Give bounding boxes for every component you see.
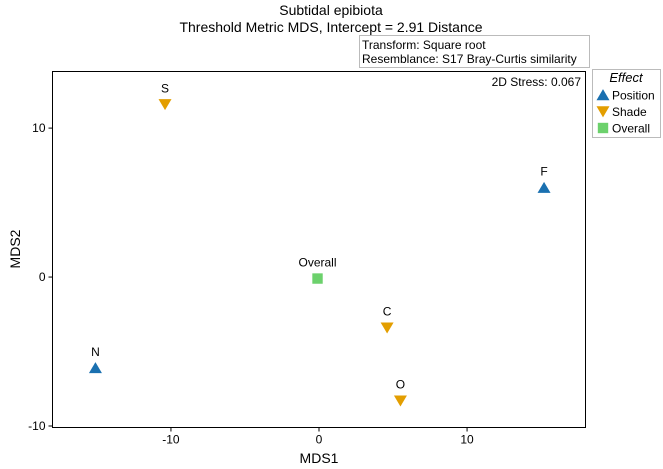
point-s [158,99,172,111]
chart-subtitle: Threshold Metric MDS, Intercept = 2.91 D… [179,19,482,35]
legend-marker-shade [596,106,610,118]
legend-marker-overall [597,122,609,134]
x-tick-label: -10 [162,433,180,447]
point-label-c: C [383,305,392,319]
x-axis-label: MDS1 [300,450,339,466]
y-axis-label: MDS2 [7,229,23,268]
point-c [380,322,394,334]
legend-title: Effect [609,70,644,85]
legend-label-shade: Shade [612,105,647,119]
info-resemblance: Resemblance: S17 Bray-Curtis similarity [362,52,577,66]
x-tick-label: 10 [460,433,474,447]
point-label-f: F [540,165,547,179]
y-tick-label: -10 [28,419,46,433]
stress-label: 2D Stress: 0.067 [492,75,582,89]
point-label-n: N [91,345,100,359]
point-f [537,181,551,193]
point-o [393,395,407,407]
point-label-overall: Overall [299,256,337,270]
legend-label-overall: Overall [612,122,650,136]
point-overall [312,273,323,284]
point-label-s: S [161,81,169,95]
y-tick-label: 10 [32,121,46,135]
y-tick-label: 0 [39,270,46,284]
info-transform: Transform: Square root [362,38,486,52]
point-n [88,362,102,374]
chart-title: Subtidal epibiota [279,2,383,18]
x-tick-label: 0 [316,433,323,447]
info-box [359,35,590,68]
plot-area [52,71,586,428]
point-label-o: O [396,378,405,392]
legend-label-position: Position [612,89,655,103]
legend-marker-position [596,89,610,101]
